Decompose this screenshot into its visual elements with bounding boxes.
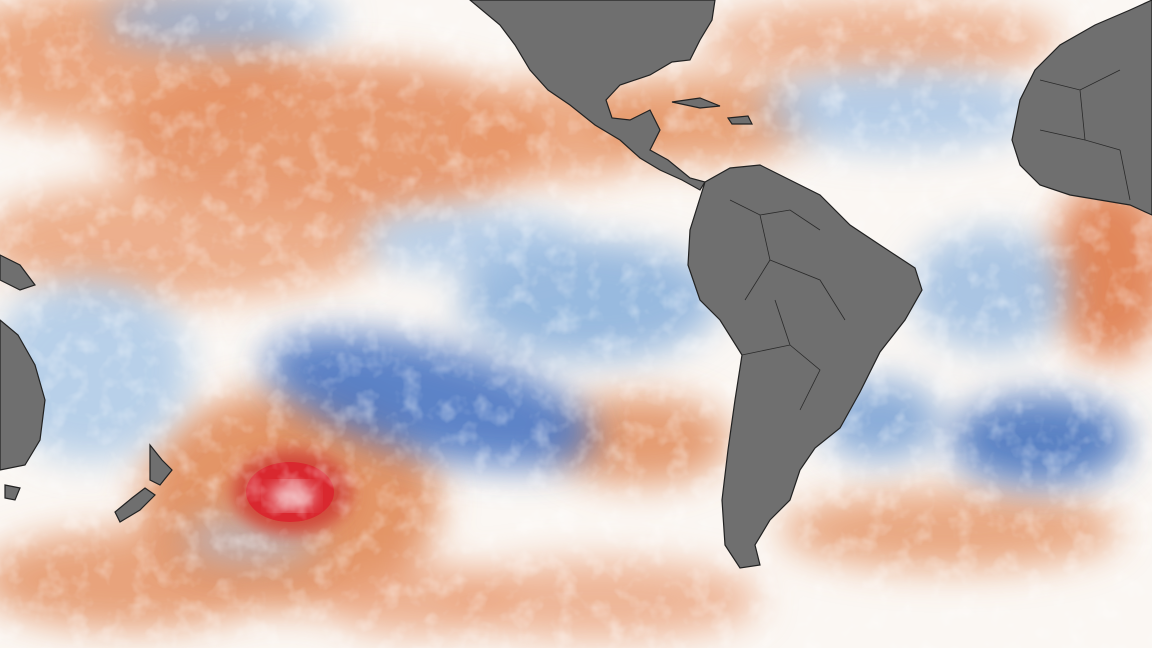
south-america-borders — [729, 199, 846, 411]
landmasses — [0, 0, 1152, 569]
australia — [0, 319, 46, 471]
tasmania — [4, 484, 21, 501]
new-guinea — [0, 254, 36, 291]
north-central-america — [469, 0, 716, 191]
new-zealand — [114, 443, 173, 523]
africa-borders — [1039, 69, 1131, 201]
south-america — [687, 164, 923, 569]
caribbean-islands — [671, 97, 753, 125]
